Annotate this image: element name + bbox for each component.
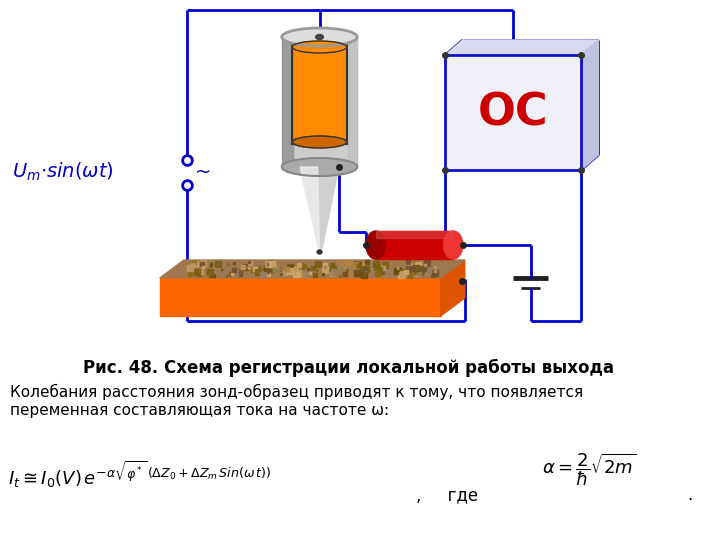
Text: переменная составляющая тока на частоте ω:: переменная составляющая тока на частоте … (9, 402, 389, 417)
Ellipse shape (444, 231, 463, 259)
Bar (292, 45, 346, 144)
Polygon shape (300, 167, 320, 252)
Polygon shape (300, 167, 339, 252)
Text: $\alpha = \dfrac{2}{\hbar}\sqrt{2m}$: $\alpha = \dfrac{2}{\hbar}\sqrt{2m}$ (542, 451, 636, 488)
Text: $U_m{\cdot}sin(\omega t)$: $U_m{\cdot}sin(\omega t)$ (12, 161, 114, 183)
Bar (446, 55, 581, 170)
Polygon shape (160, 278, 441, 316)
Ellipse shape (366, 231, 385, 259)
Ellipse shape (315, 35, 323, 39)
Ellipse shape (282, 158, 357, 176)
Bar (376, 231, 453, 238)
Ellipse shape (292, 41, 346, 53)
Ellipse shape (282, 28, 357, 46)
Text: Рис. 48. Схема регистрации локальной работы выхода: Рис. 48. Схема регистрации локальной раб… (83, 359, 614, 377)
Polygon shape (160, 260, 464, 278)
Bar (376, 231, 453, 259)
Ellipse shape (317, 250, 322, 254)
Text: ОС: ОС (478, 91, 549, 134)
Polygon shape (581, 40, 598, 170)
Text: ,     где: , где (416, 486, 479, 504)
Bar (282, 37, 357, 167)
Bar (348, 37, 357, 167)
Polygon shape (441, 260, 464, 316)
Ellipse shape (292, 136, 346, 148)
Text: Колебания расстояния зонд-образец приводят к тому, что появляется: Колебания расстояния зонд-образец привод… (9, 384, 582, 400)
Bar (294, 47, 345, 142)
Bar (282, 37, 293, 167)
Text: $I_t \cong I_0(V)\, e^{-\alpha\sqrt{\varphi^*}\,(\Delta Z_0+\Delta Z_m\, Sin(\om: $I_t \cong I_0(V)\, e^{-\alpha\sqrt{\var… (8, 460, 271, 490)
Text: .: . (688, 486, 693, 504)
Text: ~: ~ (194, 163, 211, 181)
Polygon shape (446, 40, 598, 55)
